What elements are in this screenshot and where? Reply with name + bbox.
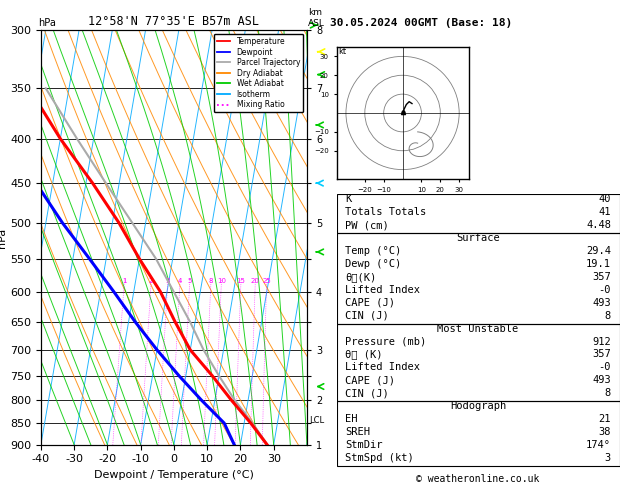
- Text: 30.05.2024 00GMT (Base: 18): 30.05.2024 00GMT (Base: 18): [330, 17, 513, 28]
- Text: θᴇ(K): θᴇ(K): [345, 272, 376, 282]
- Text: StmSpd (kt): StmSpd (kt): [345, 453, 414, 463]
- Text: -0: -0: [599, 285, 611, 295]
- Text: 357: 357: [593, 349, 611, 360]
- Text: Temp (°C): Temp (°C): [345, 246, 401, 256]
- Text: Totals Totals: Totals Totals: [345, 208, 426, 217]
- Text: Hodograph: Hodograph: [450, 401, 506, 411]
- Text: 41: 41: [599, 208, 611, 217]
- Text: 2: 2: [149, 278, 153, 284]
- Text: 3: 3: [165, 278, 170, 284]
- Text: 19.1: 19.1: [586, 259, 611, 269]
- Text: Pressure (mb): Pressure (mb): [345, 336, 426, 347]
- Text: SREH: SREH: [345, 427, 370, 437]
- Text: 38: 38: [599, 427, 611, 437]
- Text: 12°58'N 77°35'E B57m ASL: 12°58'N 77°35'E B57m ASL: [89, 15, 259, 28]
- Text: 4.48: 4.48: [586, 220, 611, 230]
- Text: LCL: LCL: [309, 417, 325, 425]
- Bar: [337, 194, 620, 233]
- Text: 912: 912: [593, 336, 611, 347]
- Text: 8: 8: [605, 388, 611, 398]
- Y-axis label: hPa: hPa: [0, 227, 8, 247]
- Text: PW (cm): PW (cm): [345, 220, 389, 230]
- Text: Dewp (°C): Dewp (°C): [345, 259, 401, 269]
- Text: CIN (J): CIN (J): [345, 388, 389, 398]
- Text: 174°: 174°: [586, 440, 611, 450]
- Text: 3: 3: [605, 453, 611, 463]
- Text: 40: 40: [599, 194, 611, 205]
- Text: 8: 8: [209, 278, 213, 284]
- Bar: [337, 401, 620, 466]
- Text: 15: 15: [237, 278, 245, 284]
- Text: 29.4: 29.4: [586, 246, 611, 256]
- Text: © weatheronline.co.uk: © weatheronline.co.uk: [416, 473, 540, 484]
- Text: StmDir: StmDir: [345, 440, 382, 450]
- Legend: Temperature, Dewpoint, Parcel Trajectory, Dry Adiabat, Wet Adiabat, Isotherm, Mi: Temperature, Dewpoint, Parcel Trajectory…: [214, 34, 303, 112]
- Text: -0: -0: [599, 363, 611, 372]
- Text: 4: 4: [177, 278, 182, 284]
- Text: 493: 493: [593, 375, 611, 385]
- Text: 21: 21: [599, 414, 611, 424]
- Bar: [337, 324, 620, 401]
- Text: Lifted Index: Lifted Index: [345, 363, 420, 372]
- Text: CAPE (J): CAPE (J): [345, 298, 395, 308]
- Bar: [337, 233, 620, 324]
- Text: θᴇ (K): θᴇ (K): [345, 349, 382, 360]
- Text: hPa: hPa: [38, 17, 55, 28]
- Text: CAPE (J): CAPE (J): [345, 375, 395, 385]
- Text: Lifted Index: Lifted Index: [345, 285, 420, 295]
- Text: 1: 1: [122, 278, 126, 284]
- Text: Most Unstable: Most Unstable: [437, 324, 519, 333]
- Text: 357: 357: [593, 272, 611, 282]
- Text: 5: 5: [187, 278, 192, 284]
- Text: 20: 20: [251, 278, 260, 284]
- X-axis label: Dewpoint / Temperature (°C): Dewpoint / Temperature (°C): [94, 470, 254, 480]
- Text: 8: 8: [605, 311, 611, 321]
- Text: 25: 25: [262, 278, 271, 284]
- Text: 10: 10: [217, 278, 226, 284]
- Text: K: K: [345, 194, 351, 205]
- Text: Surface: Surface: [456, 233, 500, 243]
- Text: CIN (J): CIN (J): [345, 311, 389, 321]
- Text: kt: kt: [338, 47, 347, 56]
- Text: 493: 493: [593, 298, 611, 308]
- Text: EH: EH: [345, 414, 357, 424]
- Text: km
ASL: km ASL: [308, 8, 325, 28]
